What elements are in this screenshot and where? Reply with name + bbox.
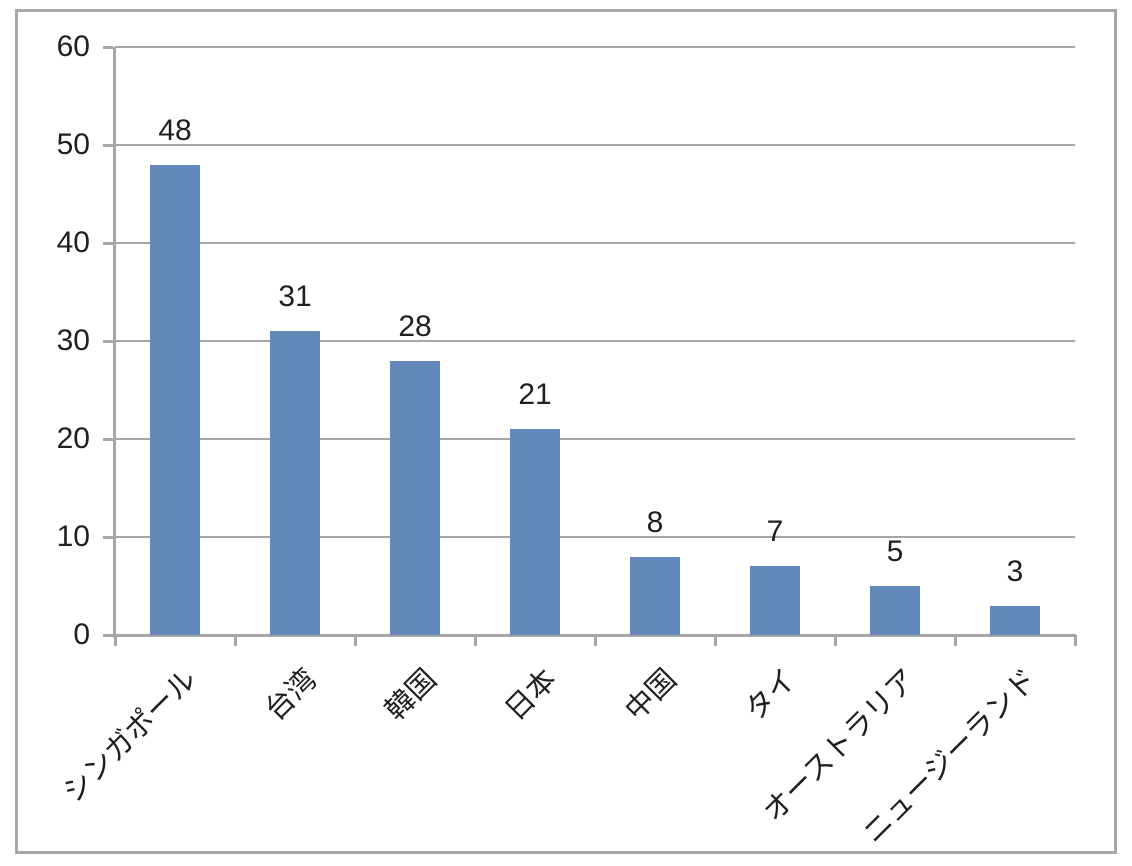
category-label: 中国 bbox=[619, 663, 683, 727]
bar-value-label: 3 bbox=[1006, 554, 1024, 588]
category-label: 韓国 bbox=[379, 663, 443, 727]
bar-value-label: 21 bbox=[518, 378, 552, 412]
gridline-30 bbox=[115, 340, 1075, 342]
y-tick-0 bbox=[103, 634, 113, 637]
y-tick-60 bbox=[103, 46, 113, 49]
y-axis-label-10: 10 bbox=[56, 520, 90, 553]
x-tick-0 bbox=[114, 635, 117, 646]
bar-value-label: 31 bbox=[278, 280, 312, 314]
bar-value-label: 48 bbox=[158, 113, 192, 147]
y-tick-30 bbox=[103, 340, 113, 343]
y-tick-50 bbox=[103, 144, 113, 147]
category-label: 台湾 bbox=[259, 663, 323, 727]
y-axis-label-60: 60 bbox=[56, 30, 90, 63]
gridline-60 bbox=[115, 46, 1075, 48]
y-tick-10 bbox=[103, 536, 113, 539]
bar-韓国 bbox=[390, 360, 440, 635]
y-axis-label-20: 20 bbox=[56, 422, 90, 455]
gridline-10 bbox=[115, 536, 1075, 538]
gridline-50 bbox=[115, 144, 1075, 146]
bar-オーストラリア bbox=[870, 586, 920, 635]
bar-value-label: 5 bbox=[886, 535, 904, 568]
gridline-20 bbox=[115, 438, 1075, 440]
bar-value-label: 28 bbox=[398, 309, 432, 343]
category-label: 日本 bbox=[499, 663, 563, 727]
y-axis-label-50: 50 bbox=[56, 128, 90, 161]
gridline-40 bbox=[115, 242, 1075, 244]
category-label: シンガポール bbox=[57, 663, 203, 809]
bar-タイ bbox=[750, 566, 800, 635]
x-tick-7 bbox=[954, 635, 957, 646]
bar-日本 bbox=[510, 429, 560, 635]
y-axis-label-40: 40 bbox=[56, 226, 90, 259]
x-tick-5 bbox=[714, 635, 717, 646]
bar-value-label: 7 bbox=[766, 515, 784, 549]
y-axis-label-0: 0 bbox=[73, 618, 90, 651]
bar-中国 bbox=[630, 556, 680, 635]
x-tick-4 bbox=[594, 635, 597, 646]
y-tick-20 bbox=[103, 438, 113, 441]
bar-シンガポール bbox=[150, 164, 200, 635]
y-tick-40 bbox=[103, 242, 113, 245]
y-axis bbox=[113, 47, 116, 638]
x-tick-1 bbox=[234, 635, 237, 646]
category-label: タイ bbox=[739, 663, 803, 727]
x-tick-6 bbox=[834, 635, 837, 646]
x-tick-3 bbox=[474, 635, 477, 646]
bar-value-label: 8 bbox=[646, 505, 664, 539]
x-tick-2 bbox=[354, 635, 357, 646]
y-axis-label-30: 30 bbox=[56, 324, 90, 357]
bar-ニュージーランド bbox=[990, 605, 1040, 635]
x-tick-8 bbox=[1074, 635, 1077, 646]
bar-台湾 bbox=[270, 331, 320, 635]
